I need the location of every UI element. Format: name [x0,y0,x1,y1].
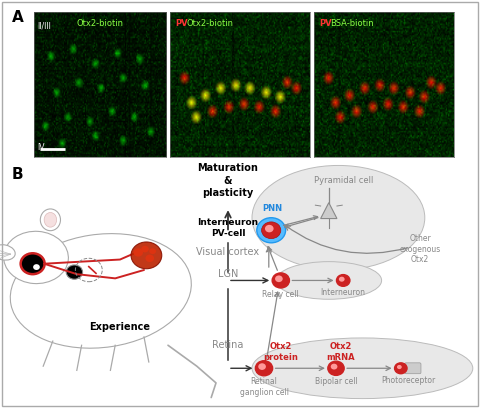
Circle shape [275,275,283,282]
Circle shape [33,264,40,270]
Text: Other
exogenous
Otx2: Other exogenous Otx2 [399,234,441,264]
Text: IV: IV [37,143,45,152]
Circle shape [265,225,274,233]
Circle shape [145,255,154,262]
Polygon shape [321,203,337,219]
Text: Interneuron
PV-cell: Interneuron PV-cell [197,218,259,238]
Text: Otx2
mRNA: Otx2 mRNA [326,342,355,362]
Ellipse shape [40,209,60,231]
Text: A: A [12,10,24,25]
Text: Maturation
&
plasticity: Maturation & plasticity [198,163,258,198]
Text: Interneuron: Interneuron [321,288,366,297]
Text: Retina: Retina [212,340,244,350]
Text: LGN: LGN [218,269,238,279]
Ellipse shape [10,234,192,348]
Text: Otx2-biotin: Otx2-biotin [186,19,233,28]
Circle shape [255,361,273,376]
Circle shape [395,363,407,374]
Circle shape [21,253,45,274]
FancyBboxPatch shape [405,363,421,374]
Circle shape [133,248,143,257]
Ellipse shape [252,166,425,270]
Circle shape [66,265,83,279]
Ellipse shape [252,338,473,399]
Circle shape [257,218,286,243]
Text: Photoreceptor: Photoreceptor [381,376,435,385]
Text: Relay cell: Relay cell [263,290,299,299]
Text: Pyramidal cell: Pyramidal cell [313,176,373,185]
Circle shape [397,365,402,369]
Ellipse shape [276,262,382,299]
Text: Otx2
protein: Otx2 protein [264,342,298,362]
Circle shape [131,242,162,269]
Circle shape [331,364,337,370]
Ellipse shape [0,245,15,260]
Circle shape [336,275,350,286]
Circle shape [258,363,266,370]
Circle shape [272,273,289,288]
Circle shape [328,361,344,375]
Text: PNN: PNN [262,204,282,213]
Circle shape [262,222,281,239]
Text: Visual cortex: Visual cortex [196,247,260,257]
Ellipse shape [4,231,68,284]
Text: PV: PV [176,19,188,28]
Text: Experience: Experience [89,322,151,332]
Text: Otx2-biotin: Otx2-biotin [77,19,124,28]
Text: B: B [12,167,24,182]
Ellipse shape [44,213,57,227]
Circle shape [339,277,345,282]
Text: PV: PV [320,19,332,28]
Circle shape [141,246,149,253]
Text: II/III: II/III [37,22,51,31]
Text: BSA-biotin: BSA-biotin [330,19,374,28]
Text: Retinal
ganglion cell: Retinal ganglion cell [240,377,288,397]
Circle shape [149,248,156,254]
Text: Bipolar cell: Bipolar cell [314,377,358,386]
